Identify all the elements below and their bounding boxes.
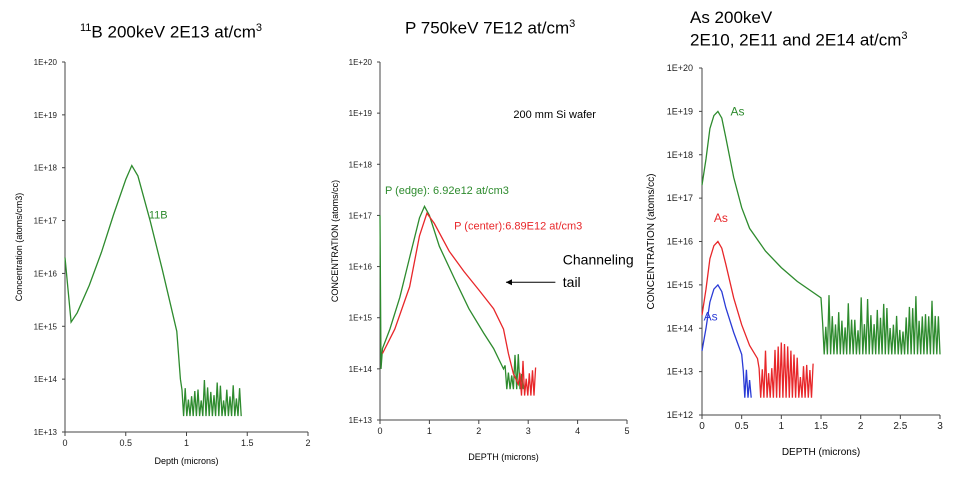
annotation: As — [731, 105, 745, 119]
annotation: P (center):6.89E12 at/cm3 — [454, 221, 582, 233]
y-tick-label: 1E+20 — [34, 58, 58, 67]
x-tick-label: 1.5 — [814, 421, 828, 432]
y-tick-label: 1E+19 — [34, 111, 58, 120]
annotation: 11B — [149, 209, 168, 221]
y-tick-label: 1E+14 — [667, 323, 693, 333]
y-tick-label: 1E+13 — [34, 428, 58, 437]
y-tick-label: 1E+20 — [667, 63, 693, 73]
annotation: As — [714, 211, 728, 225]
y-tick-label: 1E+14 — [34, 375, 58, 384]
y-tick-label: 1E+20 — [349, 58, 373, 67]
annotation: tail — [563, 274, 581, 290]
y-tick-label: 1E+17 — [34, 217, 58, 226]
y-tick-label: 1E+17 — [667, 193, 693, 203]
x-tick-label: 3 — [937, 421, 943, 432]
y-tick-label: 1E+18 — [34, 164, 58, 173]
y-tick-label: 1E+15 — [349, 314, 373, 323]
series-line-as-2e10 — [701, 283, 752, 398]
y-tick-label: 1E+15 — [667, 280, 693, 290]
y-tick-label: 1E+13 — [667, 367, 693, 377]
x-tick-label: 0.5 — [119, 438, 132, 448]
x-axis-label: Depth (microns) — [154, 456, 218, 466]
annotation: As — [704, 310, 718, 324]
y-tick-label: 1E+12 — [667, 410, 693, 420]
y-tick-label: 1E+19 — [349, 109, 373, 118]
y-tick-label: 1E+13 — [349, 416, 373, 425]
y-tick-label: 1E+19 — [667, 106, 693, 116]
x-tick-label: 2 — [858, 421, 864, 432]
annotation: P (edge): 6.92e12 at/cm3 — [385, 185, 509, 197]
series-line-as-2e11 — [701, 240, 814, 398]
x-axis-label: DEPTH (microns) — [468, 452, 539, 462]
x-tick-label: 0 — [699, 421, 705, 432]
y-tick-label: 1E+17 — [349, 211, 373, 220]
arrow-head — [505, 279, 512, 286]
y-tick-label: 1E+15 — [34, 322, 58, 331]
chart-3-title-line2: 2E10, 2E11 and 2E14 at/cm3 — [690, 30, 908, 50]
chart-2-title: P 750keV 7E12 at/cm3 — [405, 18, 576, 38]
x-tick-label: 4 — [575, 426, 580, 436]
y-axis-label: Concentration (atoms/cm3) — [14, 193, 24, 302]
chart-3: 1E+12 1E+13 1E+14 1E+15 1E+16 1E+17 1E+18 1E+19… — [646, 63, 943, 458]
y-tick-label: 1E+16 — [349, 263, 373, 272]
x-tick-label: 0 — [377, 426, 382, 436]
y-axis-label: CONCENTRATION (atoms/cc) — [330, 180, 340, 302]
x-tick-label: 2 — [305, 438, 310, 448]
x-tick-label: 0.5 — [735, 421, 749, 432]
x-tick-label: 1.5 — [241, 438, 254, 448]
x-tick-label: 1 — [184, 438, 189, 448]
annotation: Channeling — [563, 251, 634, 267]
y-tick-label: 1E+18 — [667, 150, 693, 160]
chart-3-title: As 200keV — [690, 8, 773, 27]
series-line-as-2e14 — [701, 110, 941, 355]
x-tick-label: 2.5 — [893, 421, 907, 432]
y-axis-label: CONCENTRATION (atoms/cc) — [646, 174, 657, 310]
x-tick-label: 1 — [779, 421, 785, 432]
x-tick-label: 0 — [62, 438, 67, 448]
annotation: 200 mm Si wafer — [513, 109, 596, 121]
x-tick-label: 5 — [624, 426, 629, 436]
y-tick-label: 1E+16 — [34, 269, 58, 278]
chart-2: 1E+13 1E+14 1E+15 1E+16 1E+17 1E+18 1E+19 1E+20… — [330, 58, 634, 462]
series-line-p-center- — [381, 211, 537, 396]
x-axis-label: DEPTH (microns) — [782, 447, 860, 458]
x-tick-label: 1 — [427, 426, 432, 436]
series-line-11b — [64, 164, 242, 417]
y-tick-label: 1E+14 — [349, 365, 373, 374]
series-line-p-edge- — [379, 204, 524, 390]
chart-1-title: 11B 200keV 2E13 at/cm3 — [80, 22, 262, 42]
chart-1: 1E+13 1E+14 1E+15 1E+16 1E+17 1E+18 1E+19 1E+20… — [14, 58, 311, 466]
x-tick-label: 2 — [476, 426, 481, 436]
x-tick-label: 3 — [526, 426, 531, 436]
y-tick-label: 1E+16 — [667, 237, 693, 247]
y-tick-label: 1E+18 — [349, 160, 373, 169]
